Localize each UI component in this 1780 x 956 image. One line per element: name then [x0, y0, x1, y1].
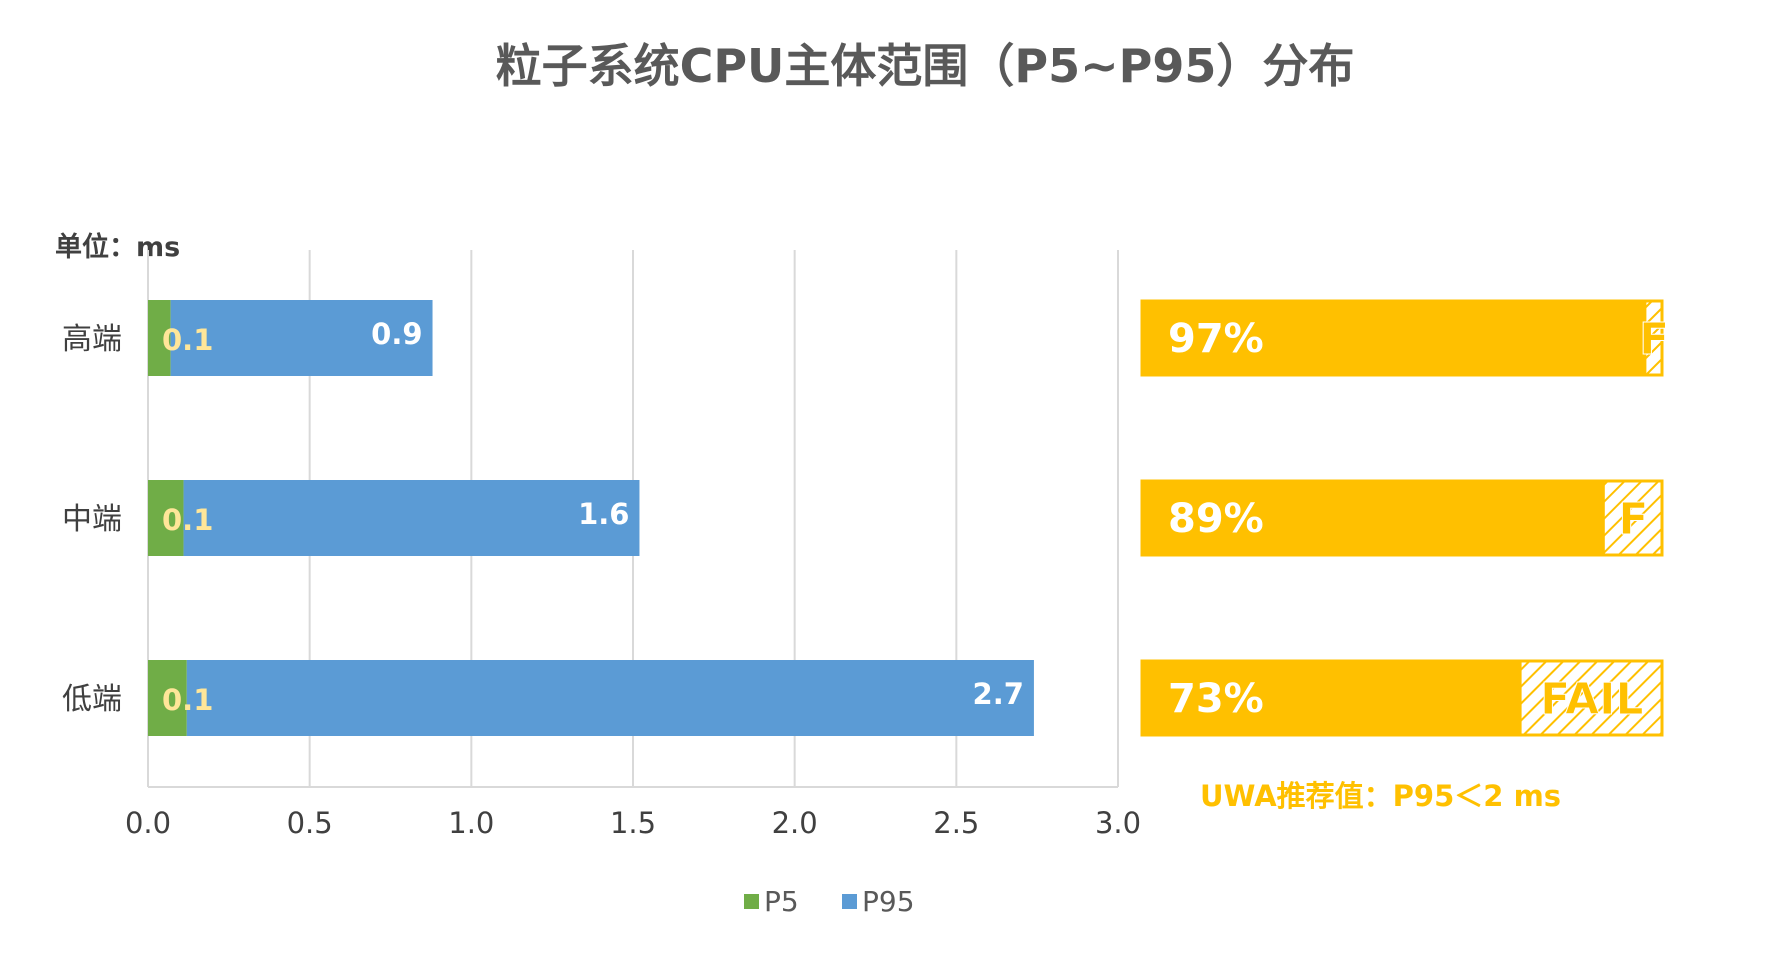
category-label: 中端 — [62, 502, 122, 537]
category-label: 低端 — [62, 682, 122, 717]
category-label: 高端 — [62, 322, 122, 357]
data-label-p95: 1.6 — [578, 497, 629, 531]
grade-label: F — [1639, 314, 1669, 365]
pass-rate-fill — [1142, 301, 1647, 375]
pass-rate-fill — [1142, 481, 1605, 555]
legend: P5 P95 — [744, 885, 915, 918]
x-tick-label: 2.0 — [772, 806, 818, 840]
legend-swatch — [842, 894, 857, 909]
legend-label: P95 — [862, 885, 915, 918]
bar-p95 — [170, 300, 433, 376]
legend-swatch — [744, 894, 759, 909]
chart-title: 粒子系统CPU主体范围（P5~P95）分布 — [496, 39, 1355, 93]
pass-rate-label: 89% — [1168, 496, 1264, 542]
x-axis: 0.0 0.5 1.0 1.5 2.0 2.5 3.0 — [125, 786, 1141, 840]
x-tick-label: 2.5 — [933, 806, 979, 840]
x-tick-label: 0.5 — [287, 806, 333, 840]
data-label-p5: 0.1 — [162, 683, 213, 717]
x-tick-label: 1.5 — [610, 806, 656, 840]
x-tick-label: 3.0 — [1095, 806, 1141, 840]
bar-p95 — [183, 480, 640, 556]
pass-rate-fill — [1142, 661, 1522, 735]
unit-label: 单位：ms — [55, 231, 180, 263]
recommendation-note: UWA推荐值：P95＜2 ms — [1200, 779, 1561, 813]
x-tick-label: 0.0 — [125, 806, 171, 840]
legend-label: P5 — [764, 885, 799, 918]
bar-p5 — [148, 480, 184, 556]
bar-p5 — [148, 660, 187, 736]
x-tick-label: 1.0 — [448, 806, 494, 840]
grade-label: FAIL — [1540, 674, 1643, 725]
data-label-p95: 2.7 — [973, 677, 1024, 711]
pass-rate-panel: 97% F 89% F 73% FAIL — [1140, 299, 1670, 737]
bars: 0.1 0.9 0.1 1.6 0.1 2.7 — [148, 300, 1034, 736]
bar-p5 — [148, 300, 171, 376]
data-label-p95: 0.9 — [371, 317, 422, 351]
pass-rate-label: 73% — [1168, 676, 1264, 722]
data-label-p5: 0.1 — [162, 323, 213, 357]
bar-p95 — [186, 660, 1034, 736]
pass-rate-label: 97% — [1168, 316, 1264, 362]
data-label-p5: 0.1 — [162, 503, 213, 537]
grade-label: F — [1618, 494, 1648, 545]
